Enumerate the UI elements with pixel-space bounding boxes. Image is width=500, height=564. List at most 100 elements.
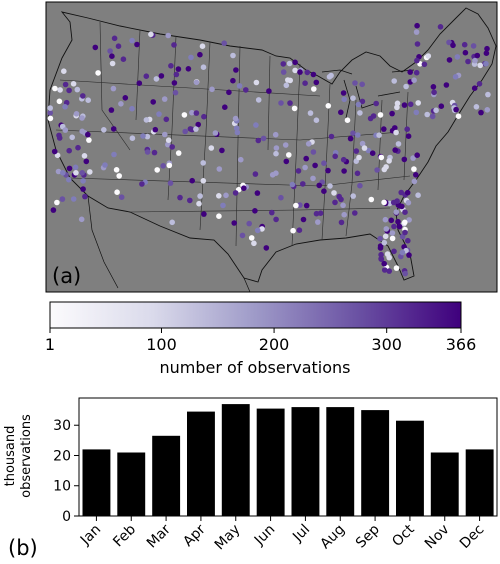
bar-may bbox=[221, 404, 250, 516]
station-marker bbox=[115, 43, 122, 49]
station-marker bbox=[310, 71, 317, 78]
station-marker bbox=[199, 43, 206, 49]
station-marker bbox=[393, 129, 399, 136]
station-marker bbox=[367, 115, 374, 122]
colorbar: 1 100 200 300 366 number of observations bbox=[45, 301, 476, 377]
station-marker bbox=[47, 115, 54, 122]
station-marker bbox=[177, 194, 183, 201]
station-marker bbox=[462, 49, 469, 56]
x-tick-label: Jul bbox=[289, 522, 313, 546]
station-marker bbox=[201, 211, 207, 217]
station-marker bbox=[292, 67, 298, 74]
station-marker bbox=[473, 104, 480, 110]
station-marker bbox=[50, 207, 57, 213]
station-marker bbox=[328, 133, 335, 140]
station-marker bbox=[158, 73, 165, 79]
station-marker bbox=[122, 95, 129, 101]
map-background bbox=[46, 2, 497, 292]
station-marker bbox=[292, 59, 298, 66]
station-marker bbox=[161, 96, 168, 102]
station-marker bbox=[391, 248, 397, 255]
station-marker bbox=[341, 168, 347, 174]
station-marker bbox=[350, 95, 356, 101]
station-marker bbox=[361, 145, 368, 151]
station-marker bbox=[80, 93, 86, 99]
station-marker bbox=[134, 41, 140, 48]
station-marker bbox=[415, 100, 422, 106]
bar-jun bbox=[256, 408, 285, 516]
station-markers bbox=[47, 22, 491, 277]
station-marker bbox=[378, 251, 384, 258]
station-marker bbox=[389, 110, 395, 117]
station-marker bbox=[395, 141, 402, 147]
station-marker bbox=[431, 89, 437, 96]
station-marker bbox=[47, 105, 53, 111]
station-marker bbox=[80, 186, 86, 192]
x-axis: Jan Feb Mar Apr May Jun Jul Aug Sep Oct Nov Dec bbox=[77, 516, 487, 553]
station-marker bbox=[109, 60, 116, 67]
station-marker bbox=[446, 39, 452, 46]
station-marker bbox=[85, 131, 91, 138]
station-marker bbox=[151, 149, 158, 156]
station-marker bbox=[120, 56, 127, 62]
station-marker bbox=[357, 182, 363, 189]
station-marker bbox=[165, 137, 172, 143]
station-marker bbox=[280, 69, 287, 75]
station-marker bbox=[404, 189, 411, 196]
station-marker bbox=[70, 196, 77, 202]
station-marker bbox=[465, 58, 471, 65]
station-marker bbox=[293, 202, 299, 209]
y-axis: 0 10 20 30 bbox=[53, 418, 79, 525]
station-marker bbox=[150, 99, 156, 105]
station-marker bbox=[280, 61, 287, 67]
station-marker bbox=[386, 158, 392, 164]
station-marker bbox=[193, 110, 200, 116]
station-marker bbox=[118, 101, 124, 107]
station-marker bbox=[259, 226, 265, 232]
station-marker bbox=[200, 178, 207, 184]
station-marker bbox=[407, 101, 414, 108]
station-marker bbox=[411, 178, 418, 185]
station-marker bbox=[231, 220, 237, 226]
mexico-coast bbox=[87, 195, 251, 292]
station-marker bbox=[251, 240, 257, 247]
station-marker bbox=[195, 121, 201, 128]
station-marker bbox=[378, 154, 385, 161]
station-marker bbox=[254, 227, 261, 234]
station-marker bbox=[305, 141, 312, 147]
station-marker bbox=[69, 134, 75, 141]
station-marker bbox=[55, 168, 62, 175]
station-marker bbox=[391, 78, 398, 84]
station-marker bbox=[165, 141, 171, 148]
station-marker bbox=[474, 52, 481, 59]
station-marker bbox=[392, 147, 399, 153]
station-marker bbox=[394, 198, 400, 204]
station-marker bbox=[193, 126, 199, 132]
station-marker bbox=[208, 145, 215, 151]
station-marker bbox=[266, 88, 272, 94]
panel-b-label: (b) bbox=[8, 536, 38, 560]
station-marker bbox=[140, 133, 146, 139]
station-marker bbox=[381, 126, 387, 132]
station-marker bbox=[338, 109, 344, 116]
station-marker bbox=[111, 151, 117, 158]
station-marker bbox=[402, 219, 408, 226]
station-marker bbox=[377, 245, 384, 251]
x-tick-label: Feb bbox=[110, 521, 139, 550]
station-marker bbox=[286, 60, 293, 67]
x-tick-label: Apr bbox=[180, 521, 209, 550]
station-marker bbox=[62, 127, 69, 133]
x-tick-label: Jan bbox=[77, 522, 104, 549]
station-marker bbox=[200, 64, 207, 70]
station-marker bbox=[238, 156, 244, 163]
station-marker bbox=[143, 117, 150, 123]
bar-feb bbox=[117, 452, 146, 516]
station-marker bbox=[355, 132, 361, 138]
station-marker bbox=[316, 182, 323, 189]
station-marker bbox=[311, 86, 317, 92]
x-tick-label: Jun bbox=[251, 522, 278, 549]
station-marker bbox=[95, 70, 101, 76]
station-marker bbox=[396, 223, 403, 230]
station-marker bbox=[201, 113, 207, 120]
station-marker bbox=[471, 85, 478, 91]
